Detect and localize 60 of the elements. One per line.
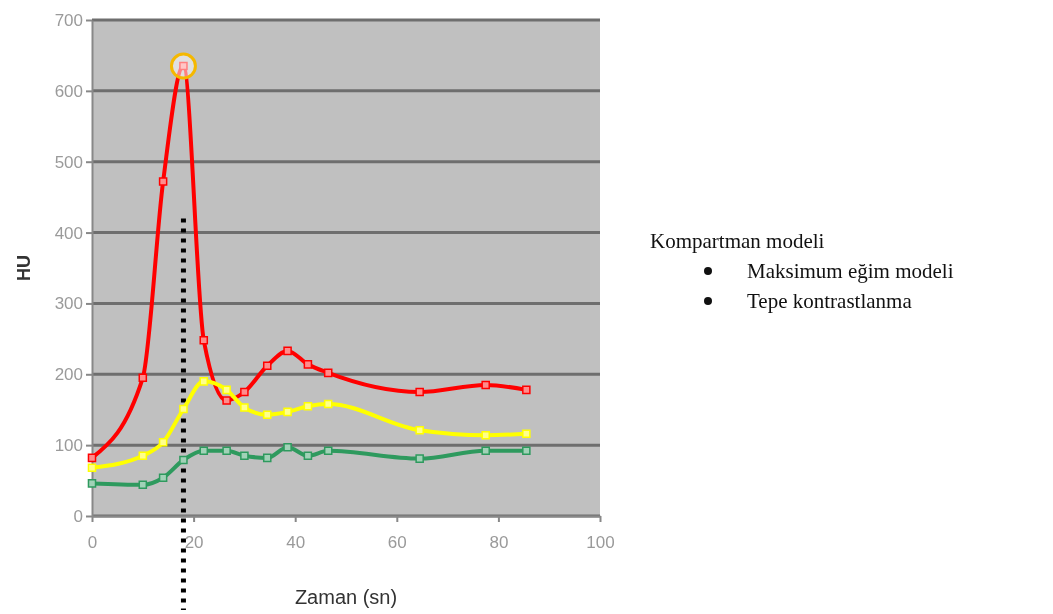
point	[240, 451, 249, 461]
point	[158, 177, 168, 186]
y-tick-label: 100	[54, 436, 83, 456]
point	[323, 368, 333, 378]
point	[303, 401, 313, 411]
point	[283, 407, 292, 417]
point	[158, 438, 168, 447]
y-axis-title: HU	[14, 255, 34, 281]
y-tick-label: 300	[54, 294, 83, 314]
y-tick-label: 600	[54, 81, 83, 101]
point	[262, 453, 272, 463]
point	[522, 429, 531, 439]
point	[415, 387, 424, 397]
x-axis-title: Zaman (sn)	[294, 586, 398, 608]
point	[240, 387, 249, 397]
point	[303, 360, 313, 369]
x-tick-label: 80	[489, 533, 509, 553]
point	[199, 446, 209, 456]
point	[222, 385, 231, 395]
point	[415, 454, 424, 463]
point	[303, 451, 313, 461]
point	[179, 404, 188, 414]
x-tick-label: 100	[586, 533, 615, 553]
point	[87, 479, 97, 488]
point	[522, 385, 531, 395]
point	[283, 442, 292, 452]
point	[323, 446, 333, 456]
point	[199, 377, 209, 386]
point	[415, 425, 424, 435]
y-tick-label: 700	[54, 10, 83, 30]
point	[199, 335, 209, 345]
point	[522, 446, 531, 456]
x-tick-label: 40	[286, 533, 306, 553]
point	[240, 403, 249, 412]
text: Kompartman modeli	[650, 229, 825, 253]
x-tick-label: 0	[87, 533, 98, 553]
x-tick-label: 20	[184, 533, 204, 553]
point	[87, 463, 97, 473]
point	[323, 399, 333, 409]
point	[138, 373, 148, 383]
point	[138, 451, 148, 461]
point	[179, 455, 188, 465]
point	[222, 446, 231, 456]
point	[222, 396, 231, 405]
y-tick-label: 400	[54, 223, 83, 243]
point	[481, 430, 490, 440]
text: Maksimum eğim modeli	[747, 259, 954, 283]
text: Tepe kontrastlanma	[747, 289, 913, 313]
point	[158, 473, 168, 483]
y-tick-label: 200	[54, 365, 83, 385]
y-tick-label: 0	[73, 506, 83, 526]
point	[283, 346, 292, 356]
point	[87, 453, 97, 463]
point	[138, 480, 148, 490]
point	[481, 446, 490, 456]
x-tick-label: 60	[387, 533, 407, 553]
point	[262, 361, 272, 371]
point	[481, 380, 490, 390]
point	[262, 410, 272, 419]
y-tick-label: 500	[54, 152, 83, 172]
